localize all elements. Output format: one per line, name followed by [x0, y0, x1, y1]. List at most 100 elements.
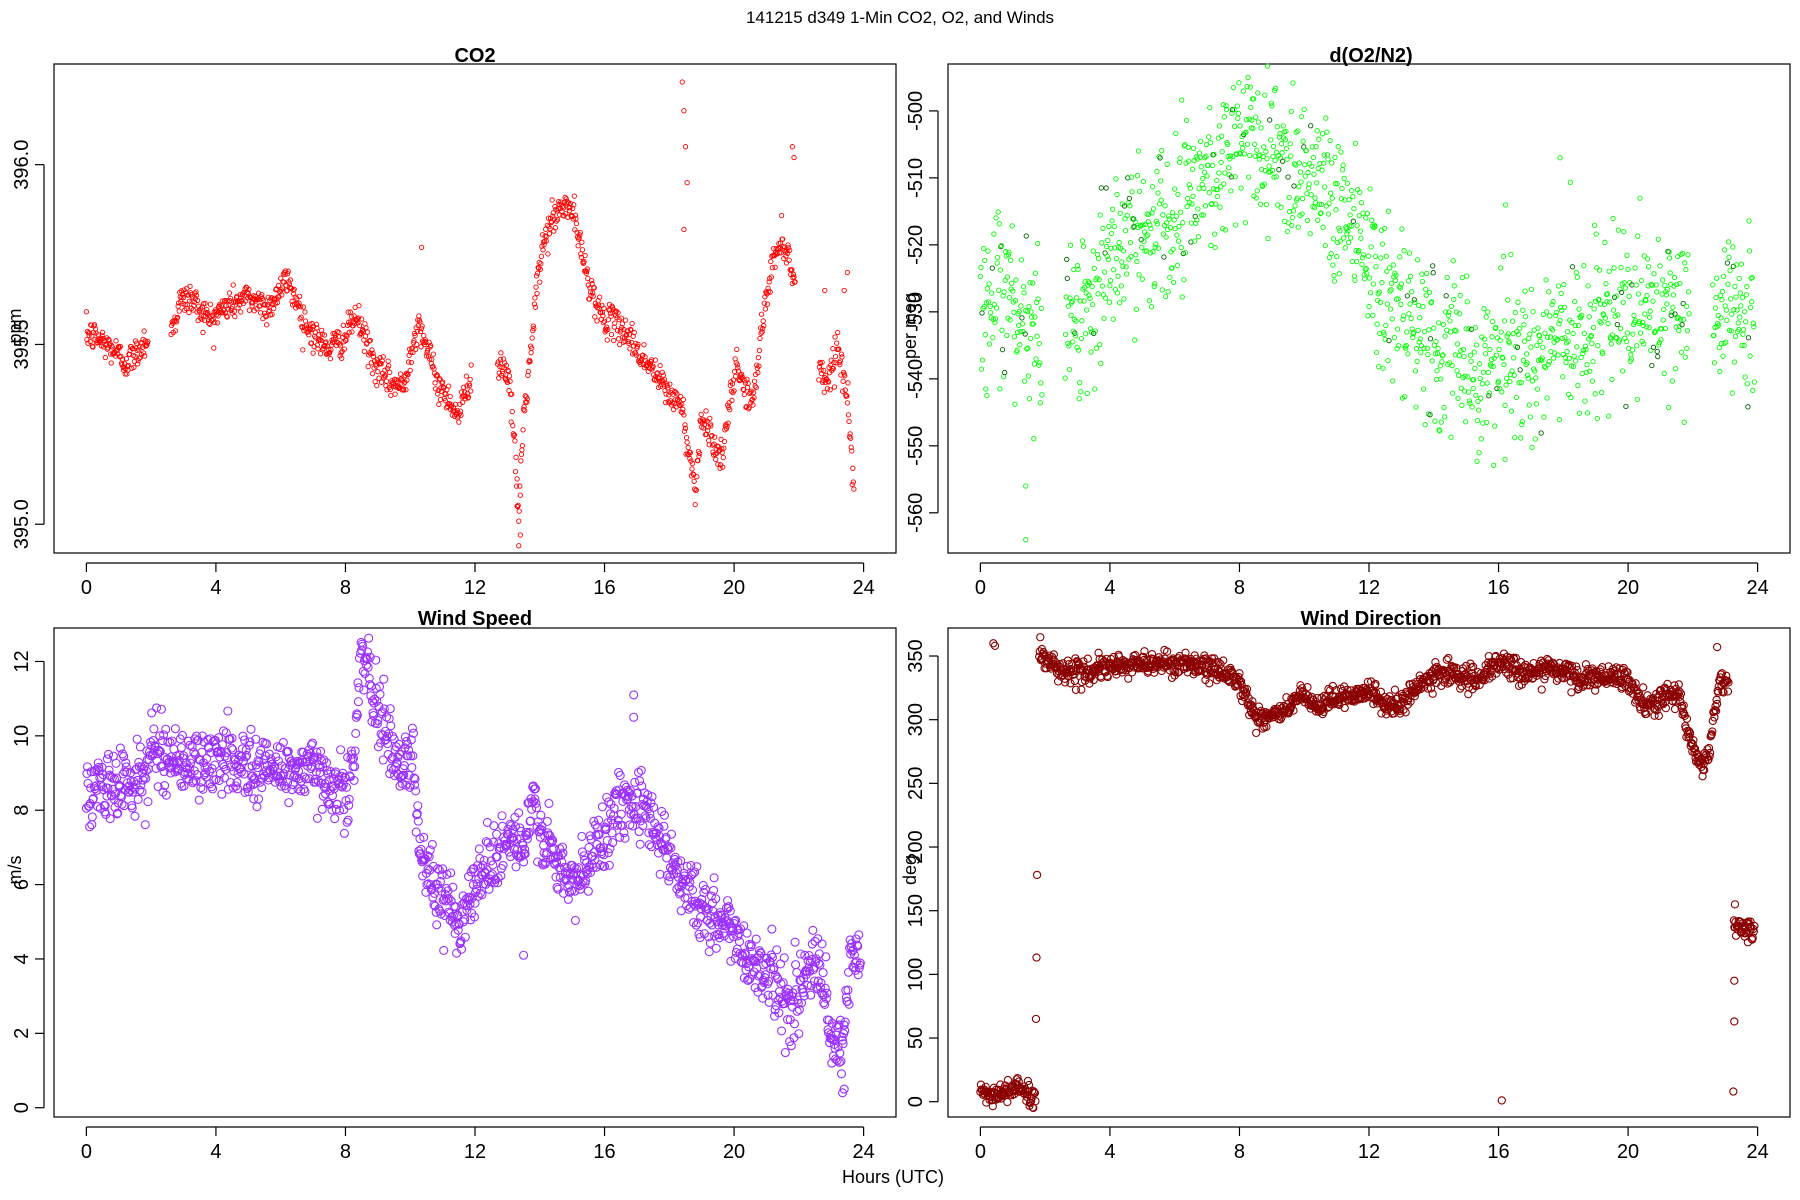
o2-data-point [1634, 343, 1640, 349]
o2-data-point [1010, 288, 1016, 294]
wind-speed-data-point [413, 816, 423, 826]
co2-data-point [571, 193, 577, 199]
o2-data-point [1562, 335, 1568, 341]
wind-direction-data-point [1299, 687, 1308, 696]
co2-data-point [575, 243, 581, 249]
o2-data-point [1674, 315, 1680, 321]
o2-data-point [1095, 291, 1101, 297]
o2-data-point [1383, 253, 1389, 259]
o2-plot-frame [947, 63, 1791, 554]
o2-data-point [1397, 254, 1403, 260]
wind-speed-data-point [777, 1026, 787, 1036]
wind-speed-data-point [685, 877, 695, 887]
wind-speed-data-point [646, 798, 656, 808]
wind-speed-data-point [690, 867, 700, 877]
wind-speed-data-point [201, 768, 211, 778]
co2-data-point [214, 320, 221, 326]
wind-speed-data-point [619, 780, 630, 790]
o2-data-point [992, 316, 999, 322]
o2-data-point [1238, 185, 1244, 191]
co2-points [83, 79, 857, 549]
wind-speed-data-point [536, 810, 546, 820]
o2-data-point [1279, 158, 1286, 164]
co2-data-point [317, 351, 324, 357]
wind-speed-data-point [381, 712, 392, 722]
o2-data-point [1408, 288, 1415, 295]
o2-data-point [1494, 385, 1500, 392]
co2-data-point [378, 379, 385, 385]
o2-data-point [1713, 275, 1720, 281]
o2-data-point [1667, 270, 1673, 276]
o2-data-point [1666, 255, 1673, 261]
o2-data-point [1074, 263, 1081, 269]
wind-speed-data-point [121, 762, 131, 772]
wind-speed-data-point [204, 767, 214, 777]
wind-speed-data-point [530, 784, 541, 794]
co2-data-point [545, 251, 551, 257]
o2-data-point [1710, 282, 1716, 288]
wind-speed-data-point [616, 809, 626, 819]
o2-data-point [1379, 241, 1386, 247]
wind-speed-data-point [545, 831, 555, 841]
o2-data-point [1653, 282, 1659, 288]
co2-data-point [608, 331, 615, 338]
wind-speed-data-point [161, 724, 171, 734]
o2-data-point [984, 392, 990, 399]
wind-speed-data-point [194, 795, 204, 805]
wind-speed-data-point [314, 762, 325, 772]
co2-data-point [698, 411, 704, 418]
o2-data-point [1310, 154, 1317, 161]
wind-speed-data-point [136, 780, 146, 790]
co2-data-point [747, 389, 753, 395]
o2-data-point [1726, 254, 1732, 260]
co2-data-point [319, 327, 325, 334]
o2-data-point [1655, 236, 1661, 242]
o2-data-point [1038, 305, 1045, 312]
wind-direction-data-point [1181, 648, 1190, 657]
co2-data-point [445, 383, 452, 389]
o2-data-point [1565, 338, 1571, 345]
o2-data-point [1669, 309, 1675, 316]
co2-data-point [356, 303, 362, 309]
o2-data-point [1087, 295, 1093, 301]
co2-data-point [274, 299, 281, 306]
o2-data-point [1129, 189, 1135, 195]
o2-data-point [1349, 187, 1355, 194]
co2-data-point [367, 337, 373, 344]
o2-data-point [1336, 225, 1342, 231]
wind-speed-data-point [354, 683, 364, 693]
wind-speed-data-point [635, 839, 645, 849]
o2-data-point [1646, 325, 1652, 331]
o2-data-point [997, 267, 1004, 273]
co2-data-point [663, 391, 669, 397]
o2-data-point [1434, 350, 1441, 357]
co2-outlier-point [789, 144, 796, 150]
wind-speed-x-tick-label: 20 [723, 1141, 745, 1163]
o2-data-point [1097, 212, 1103, 218]
wind-direction-plot-frame [947, 627, 1791, 1118]
o2-data-point [1617, 325, 1624, 332]
wind-speed-data-point [767, 952, 777, 962]
o2-data-point [1423, 286, 1429, 292]
o2-data-point [1381, 331, 1387, 337]
o2-data-point [1682, 260, 1688, 266]
co2-data-point [761, 300, 767, 306]
co2-data-point [405, 359, 412, 365]
wind-speed-data-point [312, 813, 322, 823]
o2-data-point [1400, 313, 1407, 319]
co2-data-point [741, 387, 747, 393]
o2-data-point [1439, 359, 1445, 365]
o2-data-point [999, 346, 1006, 353]
co2-data-point [738, 371, 745, 377]
o2-data-point [1587, 368, 1593, 374]
co2-data-point [641, 342, 647, 348]
o2-data-point [1476, 450, 1482, 456]
o2-data-point [1193, 220, 1199, 227]
o2-data-point [1562, 354, 1569, 361]
o2-data-point [1434, 367, 1440, 374]
o2-data-point [1301, 106, 1307, 113]
o2-data-point [1516, 325, 1523, 332]
o2-data-point [1384, 268, 1390, 274]
o2-data-point [1170, 246, 1176, 253]
co2-outlier-point [684, 179, 690, 186]
